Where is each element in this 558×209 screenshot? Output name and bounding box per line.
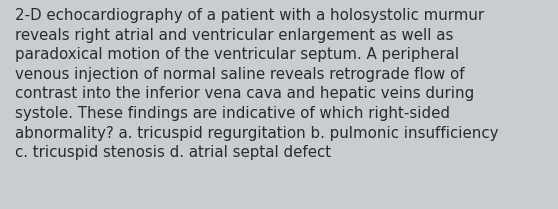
Text: 2-D echocardiography of a patient with a holosystolic murmur
reveals right atria: 2-D echocardiography of a patient with a… (16, 8, 499, 160)
